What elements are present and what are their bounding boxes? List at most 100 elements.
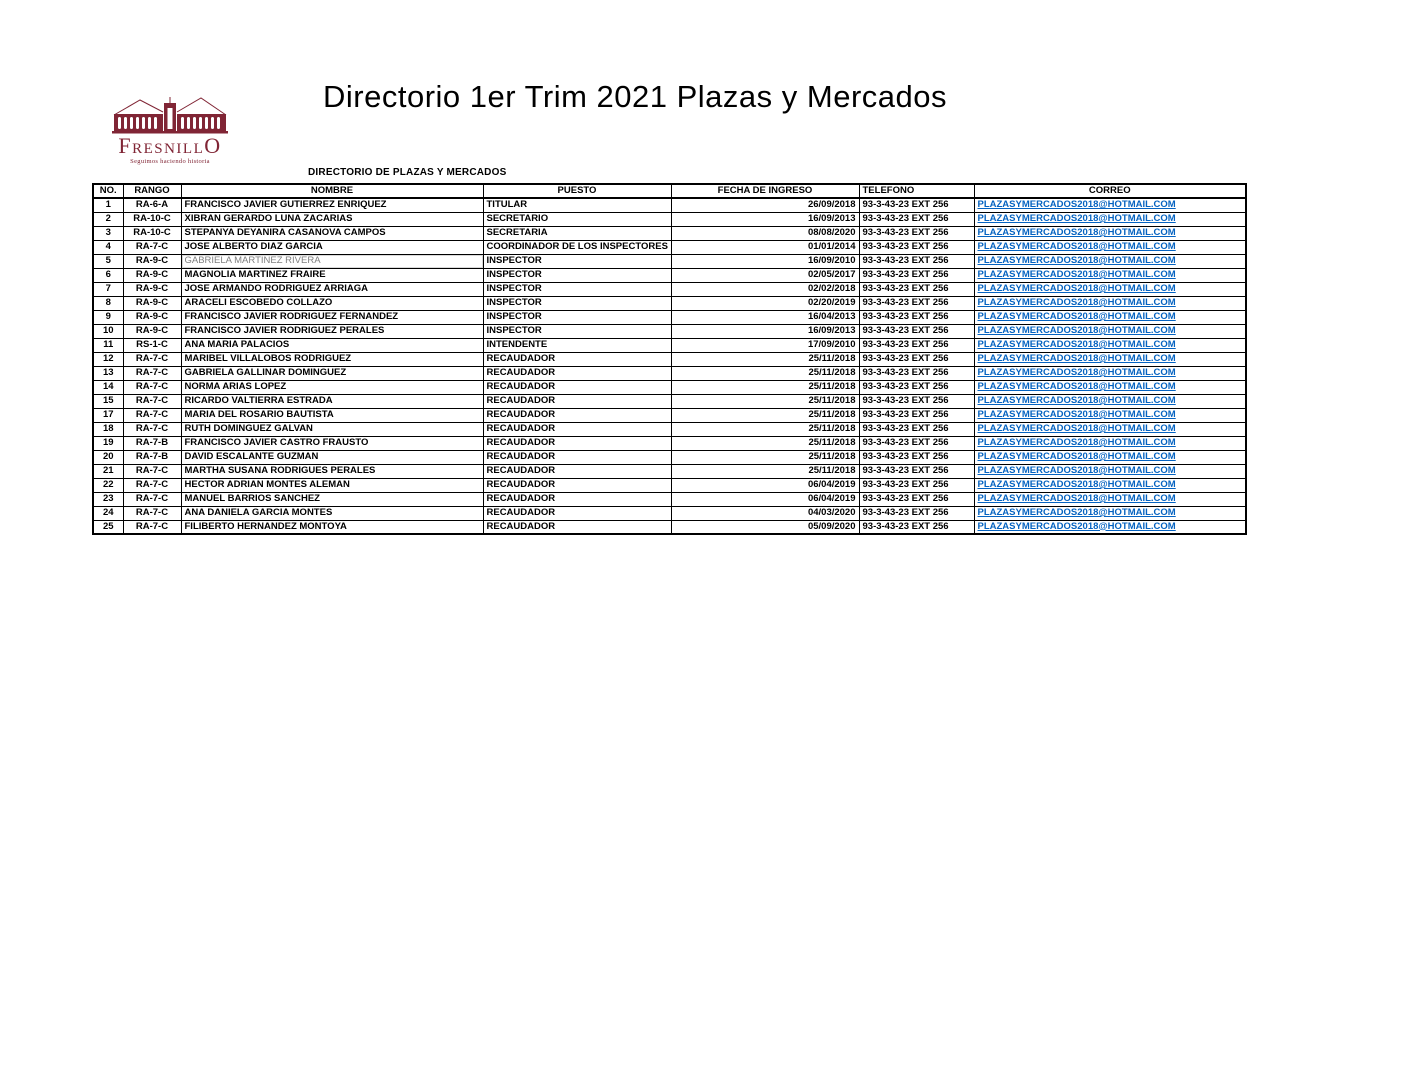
cell-telefono: 93-3-43-23 EXT 256 <box>858 519 975 535</box>
email-link[interactable]: PLAZASYMERCADOS2018@HOTMAIL.COM <box>977 423 1176 434</box>
cell-fecha: 25/11/2018 <box>670 435 860 451</box>
cell-puesto: RECAUDADOR <box>482 379 672 395</box>
table-row: 7 RA-9-C JOSE ARMANDO RODRIGUEZ ARRIAGA … <box>92 281 1247 297</box>
cell-fecha: 25/11/2018 <box>670 351 860 367</box>
employee-name: RICARDO VALTIERRA ESTRADA <box>184 395 333 406</box>
email-link[interactable]: PLAZASYMERCADOS2018@HOTMAIL.COM <box>977 353 1176 364</box>
email-link[interactable]: PLAZASYMERCADOS2018@HOTMAIL.COM <box>977 409 1176 420</box>
email-link[interactable]: PLAZASYMERCADOS2018@HOTMAIL.COM <box>977 381 1176 392</box>
cell-no: 9 <box>92 309 124 325</box>
cell-no: 22 <box>92 477 124 493</box>
email-link[interactable]: PLAZASYMERCADOS2018@HOTMAIL.COM <box>977 269 1176 280</box>
header-no: NO. <box>92 183 124 199</box>
email-link[interactable]: PLAZASYMERCADOS2018@HOTMAIL.COM <box>977 451 1176 462</box>
table-row: 8 RA-9-C ARACELI ESCOBEDO COLLAZO INSPEC… <box>92 295 1247 311</box>
employee-name: ANA DANIELA GARCIA MONTES <box>184 507 333 518</box>
cell-telefono: 93-3-43-23 EXT 256 <box>858 491 975 507</box>
employee-name: FRANCISCO JAVIER GUTIERREZ ENRIQUEZ <box>184 199 387 211</box>
email-link[interactable]: PLAZASYMERCADOS2018@HOTMAIL.COM <box>977 479 1176 490</box>
header-rango: RANGO <box>122 183 182 199</box>
cell-correo: PLAZASYMERCADOS2018@HOTMAIL.COM <box>973 211 1247 227</box>
cell-puesto: INSPECTOR <box>482 323 672 339</box>
cell-puesto: INSPECTOR <box>482 267 672 283</box>
cell-correo: PLAZASYMERCADOS2018@HOTMAIL.COM <box>973 239 1247 255</box>
cell-fecha: 25/11/2018 <box>670 463 860 479</box>
email-link[interactable]: PLAZASYMERCADOS2018@HOTMAIL.COM <box>977 507 1176 518</box>
email-link[interactable]: PLAZASYMERCADOS2018@HOTMAIL.COM <box>977 311 1176 322</box>
cell-puesto: RECAUDADOR <box>482 519 672 535</box>
cell-fecha: 05/09/2020 <box>670 519 860 535</box>
email-link[interactable]: PLAZASYMERCADOS2018@HOTMAIL.COM <box>977 227 1176 238</box>
employee-name: FRANCISCO JAVIER CASTRO FRAUSTO <box>184 437 369 448</box>
employee-name: FRANCISCO JAVIER RODRIGUEZ PERALES <box>184 325 385 336</box>
fresnillo-building-icon <box>112 97 228 134</box>
cell-telefono: 93-3-43-23 EXT 256 <box>858 407 975 423</box>
email-link[interactable]: PLAZASYMERCADOS2018@HOTMAIL.COM <box>977 437 1176 448</box>
table-row: 20 RA-7-B DAVID ESCALANTE GUZMAN RECAUDA… <box>92 449 1247 465</box>
email-link[interactable]: PLAZASYMERCADOS2018@HOTMAIL.COM <box>977 395 1176 406</box>
cell-no: 25 <box>92 519 124 535</box>
cell-telefono: 93-3-43-23 EXT 256 <box>858 393 975 409</box>
cell-correo: PLAZASYMERCADOS2018@HOTMAIL.COM <box>973 519 1247 535</box>
header-telefono: TELEFONO <box>858 183 975 199</box>
email-link[interactable]: PLAZASYMERCADOS2018@HOTMAIL.COM <box>977 283 1176 294</box>
table-row: 1 RA-6-A FRANCISCO JAVIER GUTIERREZ ENRI… <box>92 197 1247 213</box>
email-link[interactable]: PLAZASYMERCADOS2018@HOTMAIL.COM <box>977 213 1176 224</box>
cell-correo: PLAZASYMERCADOS2018@HOTMAIL.COM <box>973 225 1247 241</box>
email-link[interactable]: PLAZASYMERCADOS2018@HOTMAIL.COM <box>977 520 1176 532</box>
page-title: Directorio 1er Trim 2021 Plazas y Mercad… <box>323 79 948 114</box>
cell-nombre: HECTOR ADRIAN MONTES ALEMAN <box>180 477 484 493</box>
cell-puesto: INSPECTOR <box>482 281 672 297</box>
table-row: 9 RA-9-C FRANCISCO JAVIER RODRIGUEZ FERN… <box>92 309 1247 325</box>
cell-nombre: DAVID ESCALANTE GUZMAN <box>180 449 484 465</box>
email-link[interactable]: PLAZASYMERCADOS2018@HOTMAIL.COM <box>977 199 1176 211</box>
cell-puesto: RECAUDADOR <box>482 477 672 493</box>
cell-telefono: 93-3-43-23 EXT 256 <box>858 421 975 437</box>
cell-rango: RA-7-B <box>122 449 182 465</box>
table-row: 25 RA-7-C FILIBERTO HERNANDEZ MONTOYA RE… <box>92 519 1247 535</box>
email-link[interactable]: PLAZASYMERCADOS2018@HOTMAIL.COM <box>977 339 1176 350</box>
email-link[interactable]: PLAZASYMERCADOS2018@HOTMAIL.COM <box>977 297 1176 308</box>
cell-rango: RA-9-C <box>122 295 182 311</box>
cell-telefono: 93-3-43-23 EXT 256 <box>858 323 975 339</box>
cell-telefono: 93-3-43-23 EXT 256 <box>858 365 975 381</box>
cell-nombre: MARTHA SUSANA RODRIGUES PERALES <box>180 463 484 479</box>
cell-no: 8 <box>92 295 124 311</box>
table-caption: DIRECTORIO DE PLAZAS Y MERCADOS <box>308 167 507 178</box>
cell-puesto: INSPECTOR <box>482 309 672 325</box>
cell-puesto: RECAUDADOR <box>482 491 672 507</box>
cell-puesto: INSPECTOR <box>482 253 672 269</box>
header-puesto: PUESTO <box>482 183 672 199</box>
email-link[interactable]: PLAZASYMERCADOS2018@HOTMAIL.COM <box>977 493 1176 504</box>
cell-rango: RA-7-C <box>122 365 182 381</box>
cell-telefono: 93-3-43-23 EXT 256 <box>858 505 975 521</box>
table-row: 10 RA-9-C FRANCISCO JAVIER RODRIGUEZ PER… <box>92 323 1247 339</box>
table-row: 11 RS-1-C ANA MARIA PALACIOS INTENDENTE … <box>92 337 1247 353</box>
email-link[interactable]: PLAZASYMERCADOS2018@HOTMAIL.COM <box>977 325 1176 336</box>
cell-puesto: RECAUDADOR <box>482 449 672 465</box>
table-row: 13 RA-7-C GABRIELA GALLINAR DOMINGUEZ RE… <box>92 365 1247 381</box>
cell-rango: RA-7-C <box>122 239 182 255</box>
employee-name: MARIBEL VILLALOBOS RODRIGUEZ <box>184 353 352 364</box>
cell-nombre: MARIBEL VILLALOBOS RODRIGUEZ <box>180 351 484 367</box>
fresnillo-logo: FRESNILLO Seguimos haciendo historia <box>104 95 236 165</box>
cell-telefono: 93-3-43-23 EXT 256 <box>858 379 975 395</box>
employee-name: STEPANYA DEYANIRA CASANOVA CAMPOS <box>184 227 386 238</box>
cell-puesto: RECAUDADOR <box>482 351 672 367</box>
email-link[interactable]: PLAZASYMERCADOS2018@HOTMAIL.COM <box>977 241 1176 252</box>
cell-rango: RA-7-C <box>122 477 182 493</box>
cell-no: 14 <box>92 379 124 395</box>
cell-correo: PLAZASYMERCADOS2018@HOTMAIL.COM <box>973 463 1247 479</box>
email-link[interactable]: PLAZASYMERCADOS2018@HOTMAIL.COM <box>977 465 1176 476</box>
cell-rango: RA-9-C <box>122 323 182 339</box>
cell-correo: PLAZASYMERCADOS2018@HOTMAIL.COM <box>973 295 1247 311</box>
cell-puesto: RECAUDADOR <box>482 463 672 479</box>
cell-no: 6 <box>92 267 124 283</box>
email-link[interactable]: PLAZASYMERCADOS2018@HOTMAIL.COM <box>977 367 1176 378</box>
cell-rango: RA-9-C <box>122 267 182 283</box>
employee-name: XIBRAN GERARDO LUNA ZACARIAS <box>184 213 353 224</box>
table-row: 24 RA-7-C ANA DANIELA GARCIA MONTES RECA… <box>92 505 1247 521</box>
email-link[interactable]: PLAZASYMERCADOS2018@HOTMAIL.COM <box>977 255 1176 266</box>
logo-tagline: Seguimos haciendo historia <box>130 158 210 165</box>
cell-no: 23 <box>92 491 124 507</box>
